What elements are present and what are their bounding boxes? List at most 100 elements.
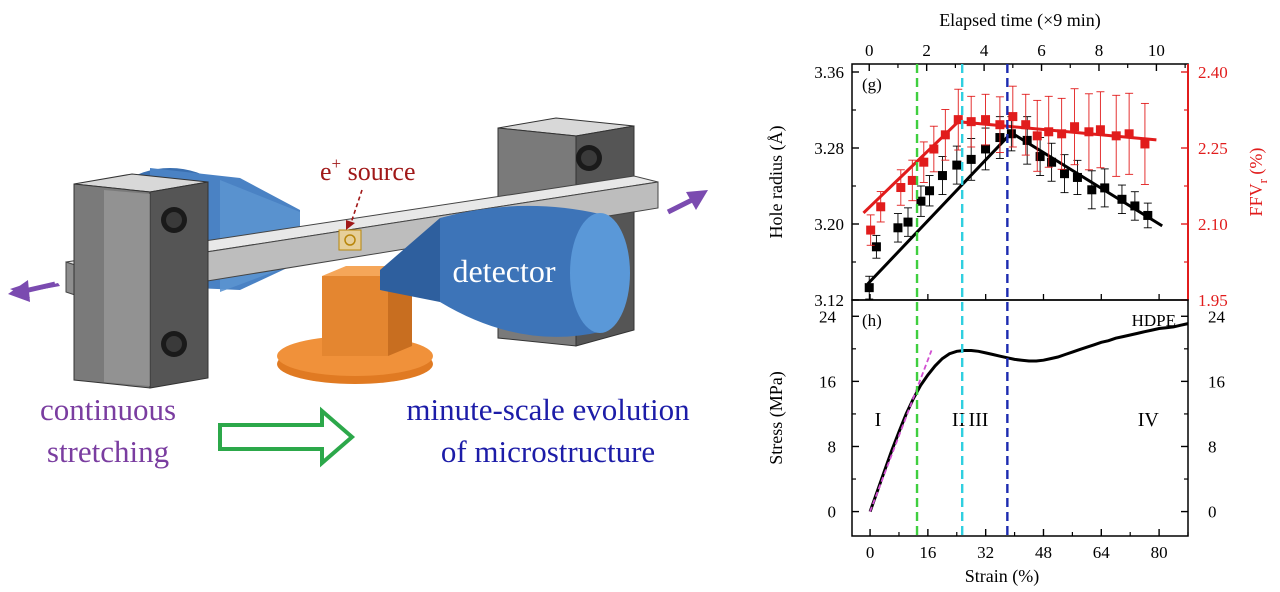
chart-stress-strain: 0 16 32 48 64 80 Strain (%) 0 0 8 8 16 16 24 24 Stress … xyxy=(766,64,1226,587)
ffv-point xyxy=(1140,139,1150,149)
hole-radius-point xyxy=(1117,194,1127,204)
ffv-point xyxy=(940,130,950,140)
sample-stage xyxy=(277,266,433,384)
x-tick-label: 0 xyxy=(866,543,875,562)
material-label: HDPE xyxy=(1132,311,1176,330)
chart-hole-radius-ffv: 0 2 4 6 8 10 Elapsed time (×9 min) 3.12 3.20 3.28… xyxy=(766,10,1270,310)
panel-label-g: (g) xyxy=(862,75,882,94)
h-right-tick-label: 24 xyxy=(1208,307,1226,326)
right-axis-title: FFVr (%) xyxy=(1246,148,1270,217)
left-tick-label: 3.36 xyxy=(814,63,844,82)
caption-stretching: stretching xyxy=(47,434,169,469)
region-label-iv: IV xyxy=(1138,409,1160,431)
ffv-point xyxy=(1111,131,1121,141)
ffv-point xyxy=(1032,131,1042,141)
h-right-tick-label: 16 xyxy=(1208,372,1225,391)
h-right-tick-label: 8 xyxy=(1208,437,1217,456)
region-label-i: I xyxy=(875,409,882,431)
hole-radius-point xyxy=(937,171,947,181)
ffv-point xyxy=(919,157,929,167)
process-arrow-icon xyxy=(218,406,356,468)
hole-radius-point xyxy=(864,283,874,293)
caption-minute-scale: minute-scale evolution xyxy=(406,392,690,427)
right-axis-title-sub: r xyxy=(1255,178,1270,183)
h-left-tick-label: 0 xyxy=(828,503,837,522)
hole-radius-point xyxy=(1072,172,1082,182)
hole-radius-point xyxy=(871,242,881,252)
hole-radius-point xyxy=(893,223,903,233)
ffv-point xyxy=(953,115,963,125)
apparatus-illustration: e+ source detector continuous stretching… xyxy=(8,117,708,469)
h-left-tick-label: 24 xyxy=(819,307,837,326)
left-tick-label: 3.12 xyxy=(814,291,844,310)
hole-radius-point xyxy=(903,217,913,227)
hole-radius-point xyxy=(925,186,935,196)
top-tick-label: 4 xyxy=(980,41,989,60)
plot-frame-h xyxy=(851,299,1189,537)
hole-radius-point xyxy=(1047,157,1057,167)
detector-label: detector xyxy=(452,253,555,289)
left-tick-label: 3.20 xyxy=(814,215,844,234)
top-tick-label: 0 xyxy=(865,41,874,60)
hole-radius-point xyxy=(952,160,962,170)
hole-radius-point xyxy=(1100,183,1110,193)
left-tick-label: 3.28 xyxy=(814,139,844,158)
right-tick-label: 2.40 xyxy=(1198,63,1228,82)
left-axis-title: Hole radius (Å) xyxy=(766,126,787,239)
positron-source xyxy=(338,229,362,251)
x-tick-label: 64 xyxy=(1093,543,1111,562)
h-left-axis-title: Stress (MPa) xyxy=(766,371,787,465)
source-pointer xyxy=(349,189,363,227)
x-tick-label: 32 xyxy=(977,543,994,562)
ffv-point xyxy=(1070,122,1080,132)
hole-radius-point xyxy=(1022,135,1032,145)
right-tick-label: 2.10 xyxy=(1198,215,1228,234)
hole-radius-point xyxy=(1143,210,1153,220)
front-detector xyxy=(380,205,630,337)
top-axis-title: Elapsed time (×9 min) xyxy=(939,10,1101,31)
ffv-point xyxy=(981,115,991,125)
right-axis-title-unit: (%) xyxy=(1246,148,1267,179)
linear-elastic-fit xyxy=(869,350,933,512)
ffv-point xyxy=(896,183,906,193)
right-tick-label: 2.25 xyxy=(1198,139,1228,158)
h-right-tick-label: 0 xyxy=(1208,503,1217,522)
hole-radius-point xyxy=(1087,185,1097,195)
hole-radius-point xyxy=(1130,201,1140,211)
hole-radius-point xyxy=(916,196,926,206)
ffv-point xyxy=(1057,129,1067,139)
top-tick-label: 2 xyxy=(922,41,931,60)
caption-continuous: continuous xyxy=(40,392,176,427)
ffv-point xyxy=(929,144,939,154)
stretch-arrow-right-head xyxy=(686,190,708,210)
hole-radius-point xyxy=(1060,169,1070,179)
ffv-point xyxy=(1044,127,1054,137)
top-tick-label: 8 xyxy=(1095,41,1104,60)
stretch-arrow-left-head xyxy=(8,280,30,302)
h-left-tick-label: 8 xyxy=(828,437,837,456)
ffv-point xyxy=(876,202,886,212)
ffv-point xyxy=(1084,127,1094,137)
x-axis-title: Strain (%) xyxy=(965,566,1039,587)
top-tick-label: 10 xyxy=(1148,41,1165,60)
x-tick-label: 48 xyxy=(1035,543,1052,562)
panel-label-h: (h) xyxy=(862,311,882,330)
ffv-point xyxy=(966,117,976,127)
ffv-point xyxy=(866,225,876,235)
plot-frame-g xyxy=(851,63,1189,301)
ffv-point xyxy=(1008,112,1018,122)
hole-radius-point xyxy=(981,144,991,154)
stress-strain-curve xyxy=(868,322,1189,513)
hole-radius-point xyxy=(1035,152,1045,162)
hole-radius-fit-line xyxy=(866,130,1163,285)
right-tick-label: 1.95 xyxy=(1198,291,1228,310)
left-clamp xyxy=(73,173,209,389)
region-label-iii: III xyxy=(968,409,988,431)
ffv-point xyxy=(995,120,1005,130)
hole-radius-point xyxy=(1006,129,1016,139)
ffv-point xyxy=(907,175,917,185)
source-label: e+ source xyxy=(320,154,416,186)
x-tick-label: 16 xyxy=(919,543,936,562)
x-tick-label: 80 xyxy=(1151,543,1168,562)
